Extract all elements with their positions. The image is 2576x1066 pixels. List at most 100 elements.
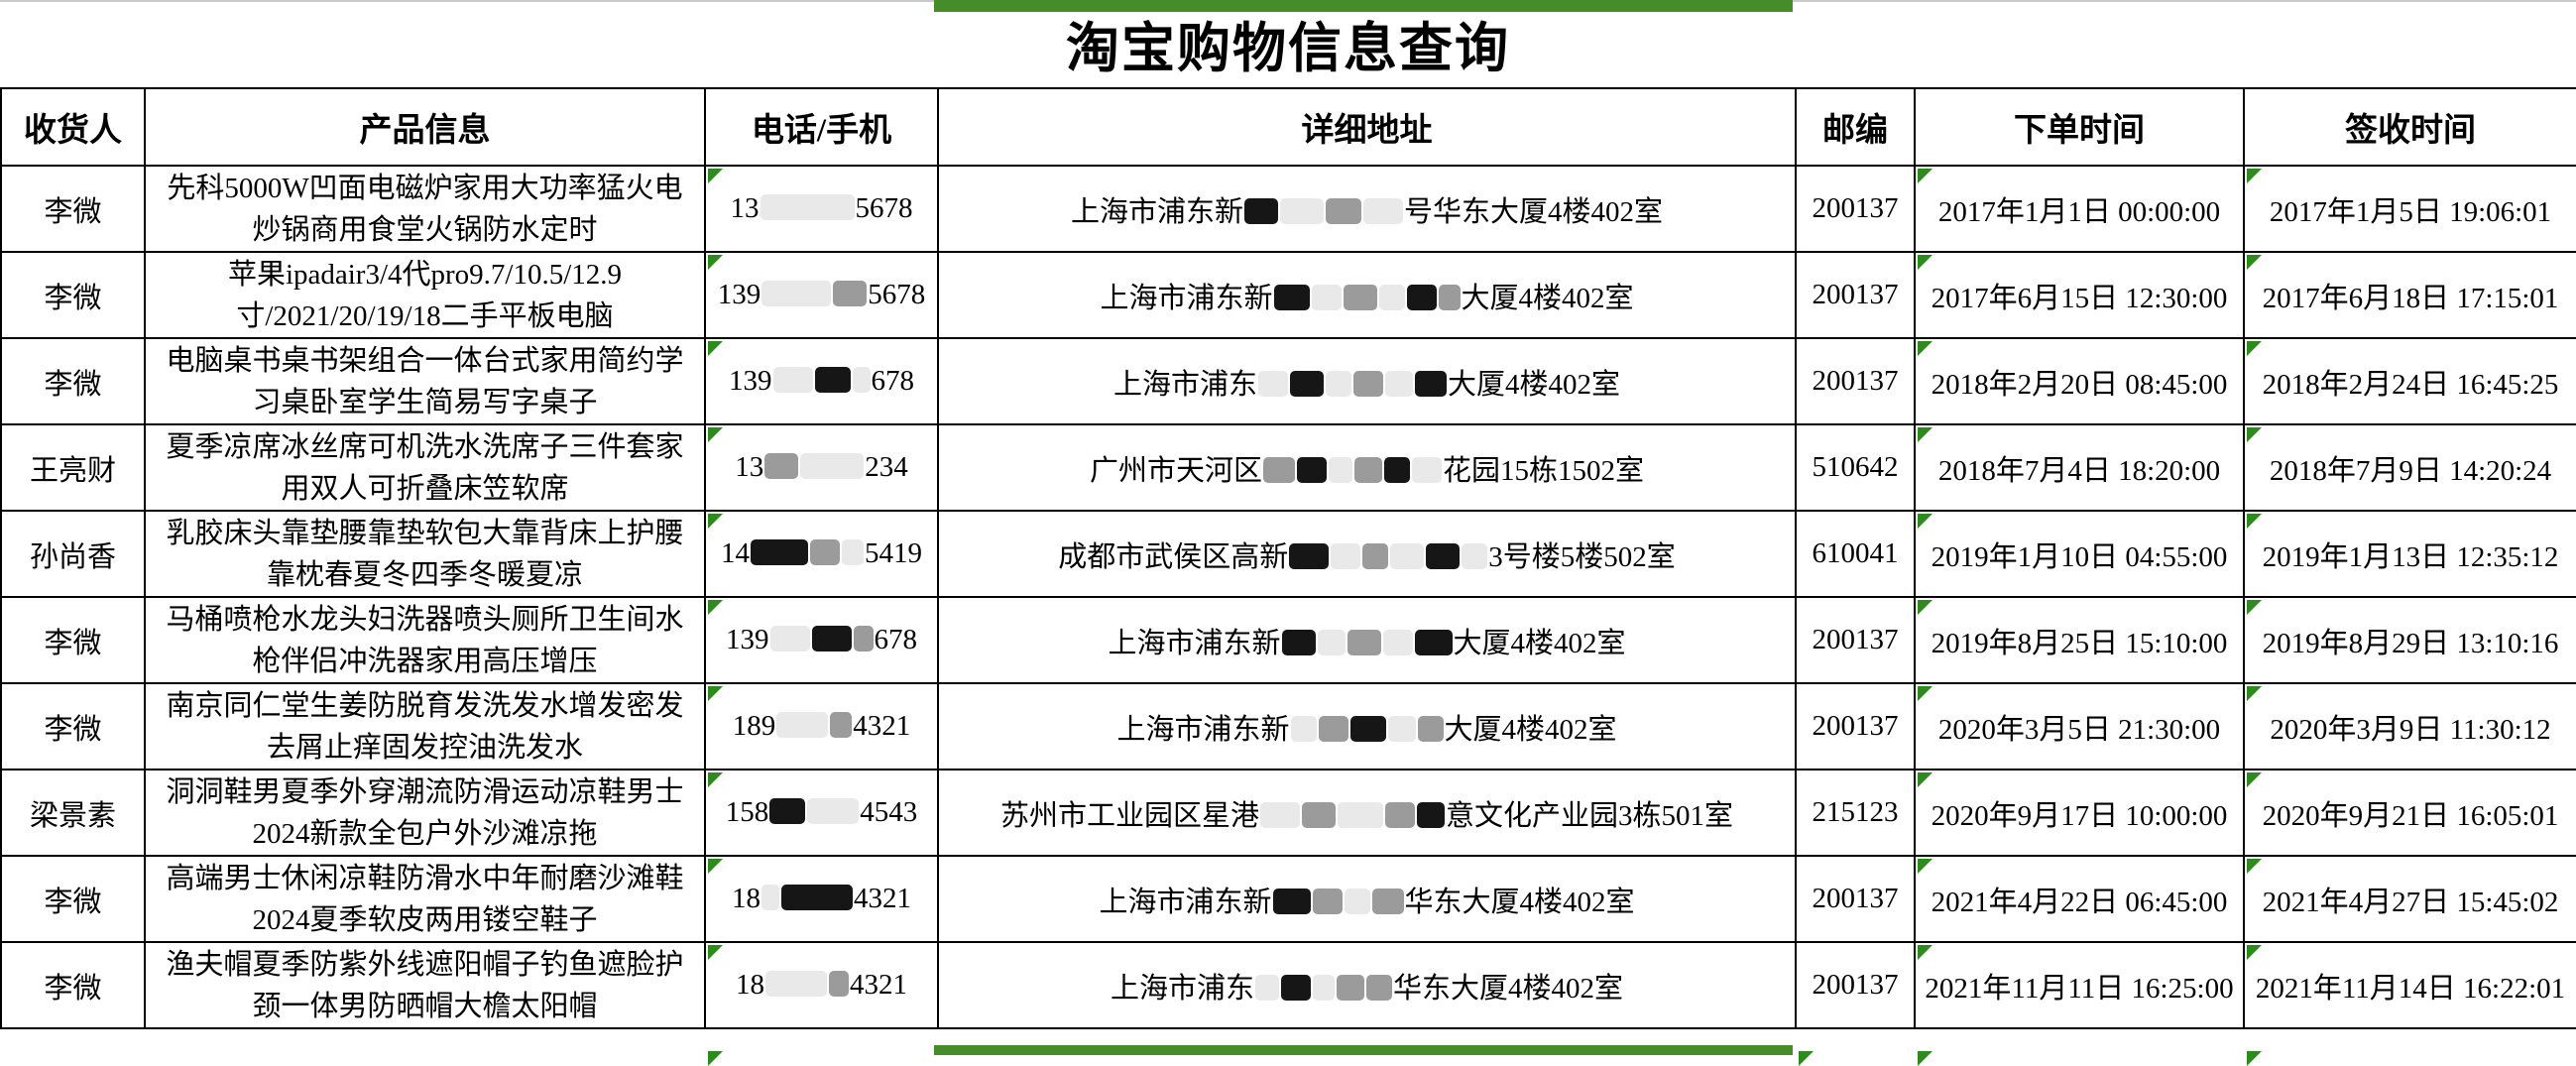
table-row: 李微 马桶喷枪水龙头妇洗器喷头厕所卫生间水枪伴侣冲洗器家用高压增压 139 678…: [0, 596, 2576, 684]
header-recipient: 收货人: [0, 87, 146, 167]
sign-time-cell: 2018年2月24日 16:45:25: [2243, 337, 2576, 425]
postcode-cell: 610041: [1795, 510, 1916, 598]
postcode-cell: 200137: [1795, 855, 1916, 943]
address-cell: 成都市武侯区高新 3号楼5楼502室: [937, 510, 1797, 598]
text-format-corner-icon: [2247, 514, 2262, 529]
address-value: 上海市浦东新 大厦4楼402室: [1116, 713, 1617, 746]
order-time-value: 2019年8月25日 15:10:00: [1931, 627, 2228, 659]
sign-time-value: 2019年1月13日 12:35:12: [2262, 540, 2559, 573]
redaction-block: [1438, 284, 1461, 310]
phone-value: 139 678: [729, 365, 914, 397]
phone-value: 18 4321: [732, 883, 911, 914]
order-time-cell: 2018年7月4日 18:20:00: [1914, 423, 2245, 512]
redaction-block: [1406, 284, 1437, 310]
address-value: 成都市武侯区高新 3号楼5楼502室: [1058, 540, 1676, 573]
recipient-cell: 梁景素: [0, 769, 146, 857]
recipient-cell: 李微: [0, 941, 146, 1029]
address-cell: 上海市浦东新 大厦4楼402室: [937, 251, 1797, 339]
redaction-block: [1290, 715, 1317, 742]
recipient-cell: 李微: [0, 251, 146, 339]
redaction-block: [1244, 197, 1278, 224]
table-row: 李微 先科5000W凹面电磁炉家用大功率猛火电炒锅商用食堂火锅防水定时 13 56…: [0, 165, 2576, 253]
postcode-cell: 200137: [1795, 682, 1916, 770]
redaction-block: [829, 971, 849, 997]
text-format-corner-icon: [708, 255, 723, 270]
address-cell: 苏州市工业园区星港 意文化产业园3栋501室: [937, 769, 1797, 857]
header-address: 详细地址: [937, 87, 1797, 167]
redaction-block: [781, 885, 853, 910]
redaction-block: [1387, 715, 1416, 742]
table-row: 王亮财 夏季凉席冰丝席可机洗水洗席子三件套家用双人可折叠床笠软席 13 234 广…: [0, 423, 2576, 512]
phone-cell: 139 678: [704, 596, 939, 684]
redaction-block: [1384, 456, 1410, 483]
redaction-block: [842, 539, 864, 565]
redaction-block: [830, 712, 853, 738]
redaction-block: [1302, 801, 1336, 828]
phone-value: 139 5678: [717, 279, 926, 310]
redaction-block: [1255, 974, 1279, 1001]
table-row: 李微 渔夫帽夏季防紫外线遮阳帽子钓鱼遮脸护颈一体男防晒帽大檐太阳帽 18 4321…: [0, 941, 2576, 1029]
address-cell: 上海市浦东新 大厦4楼402室: [937, 682, 1797, 770]
phone-cell: 139 678: [704, 337, 939, 425]
redaction-block: [761, 281, 832, 306]
text-format-corner-icon: [708, 1051, 723, 1066]
product-cell: 先科5000W凹面电磁炉家用大功率猛火电炒锅商用食堂火锅防水定时: [144, 165, 706, 253]
text-format-corner-icon: [2247, 686, 2262, 701]
phone-value: 18 4321: [736, 969, 907, 1001]
order-time-value: 2017年1月1日 00:00:00: [1937, 195, 2221, 228]
redaction-block: [1414, 629, 1453, 655]
redaction-block: [1263, 456, 1295, 483]
redaction-block: [1462, 542, 1488, 569]
recipient-cell: 李微: [0, 682, 146, 770]
order-time-value: 2021年11月11日 16:25:00: [1925, 972, 2234, 1005]
phone-cell: 14 5419: [704, 510, 939, 598]
header-phone: 电话/手机: [704, 87, 939, 167]
phone-value: 13 234: [735, 451, 908, 483]
redaction-block: [1426, 542, 1461, 569]
redaction-block: [1281, 629, 1316, 655]
text-format-corner-icon: [1918, 514, 1932, 529]
text-format-corner-icon: [2247, 169, 2262, 183]
postcode-cell: 200137: [1795, 165, 1916, 253]
recipient-cell: 李微: [0, 596, 146, 684]
redaction-block: [1258, 370, 1288, 397]
redaction-block: [1289, 542, 1330, 569]
redaction-block: [1317, 629, 1346, 655]
redaction-block: [1329, 456, 1352, 483]
redaction-block: [1371, 888, 1404, 914]
recipient-cell: 王亮财: [0, 423, 146, 512]
phone-value: 139 678: [726, 624, 917, 655]
redaction-block: [1349, 715, 1386, 742]
sign-time-cell: 2021年4月27日 15:45:02: [2243, 855, 2576, 943]
redaction-block: [1318, 715, 1348, 742]
sign-time-cell: 2021年11月14日 16:22:01: [2243, 941, 2576, 1029]
text-format-corner-icon: [2247, 255, 2262, 270]
sign-time-value: 2017年1月5日 19:06:01: [2269, 195, 2552, 228]
table-body: 李微 先科5000W凹面电磁炉家用大功率猛火电炒锅商用食堂火锅防水定时 13 56…: [0, 165, 2576, 1029]
redaction-block: [1344, 888, 1370, 914]
redaction-block: [814, 367, 851, 393]
sign-time-cell: 2020年9月21日 16:05:01: [2243, 769, 2576, 857]
product-cell: 马桶喷枪水龙头妇洗器喷头厕所卫生间水枪伴侣冲洗器家用高压增压: [144, 596, 706, 684]
table-row: 李微 苹果ipadair3/4代pro9.7/10.5/12.9寸/2021/2…: [0, 251, 2576, 339]
order-time-value: 2020年9月17日 10:00:00: [1931, 799, 2228, 832]
text-format-corner-icon: [1799, 1051, 1814, 1066]
postcode-cell: 200137: [1795, 337, 1916, 425]
table-row: 梁景素 洞洞鞋男夏季外穿潮流防滑运动凉鞋男士2024新款全包户外沙滩凉拖 158…: [0, 769, 2576, 857]
redaction-block: [1362, 542, 1389, 569]
redaction-block: [853, 626, 874, 651]
sign-time-value: 2021年11月14日 16:22:01: [2255, 972, 2566, 1005]
redaction-block: [1363, 197, 1403, 224]
address-value: 苏州市工业园区星港 意文化产业园3栋501室: [999, 799, 1734, 832]
text-format-corner-icon: [1918, 859, 1932, 874]
text-format-corner-icon: [708, 859, 723, 874]
redaction-block: [1382, 629, 1413, 655]
phone-cell: 158 4543: [704, 769, 939, 857]
order-time-cell: 2018年2月20日 08:45:00: [1914, 337, 2245, 425]
phone-cell: 139 5678: [704, 251, 939, 339]
text-format-corner-icon: [2247, 341, 2262, 356]
sign-time-cell: 2017年6月18日 17:15:01: [2243, 251, 2576, 339]
phone-value: 14 5419: [721, 537, 922, 569]
redaction-block: [1281, 974, 1311, 1001]
text-format-corner-icon: [1918, 341, 1932, 356]
